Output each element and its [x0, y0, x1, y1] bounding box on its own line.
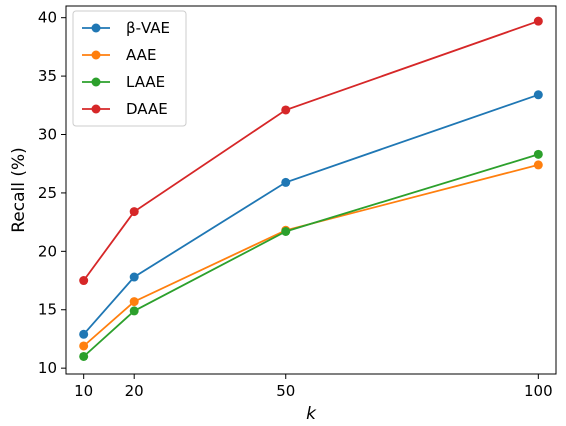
y-tick-label: 30	[38, 126, 57, 144]
series-line	[83, 93, 539, 335]
data-point	[129, 272, 139, 282]
x-tick-label: 10	[74, 382, 93, 400]
data-point	[79, 329, 89, 339]
data-point	[129, 297, 139, 307]
y-axis-label: Recall (%)	[9, 147, 29, 233]
series-layer	[79, 16, 543, 361]
series-line	[83, 153, 539, 358]
legend-label: AAE	[126, 46, 156, 64]
legend-label: β-VAE	[126, 19, 170, 37]
legend-marker	[91, 23, 101, 33]
legend-marker	[91, 77, 101, 87]
x-tick-label: 20	[125, 382, 144, 400]
data-point	[281, 226, 291, 236]
legend-box	[72, 10, 187, 127]
data-point	[79, 341, 89, 351]
legend-label: LAAE	[126, 73, 165, 91]
data-point	[79, 276, 89, 286]
y-tick-label: 15	[38, 301, 57, 319]
data-point	[533, 16, 543, 26]
x-axis-label: k	[306, 404, 317, 424]
y-tick-label: 35	[38, 67, 57, 85]
data-point	[533, 90, 543, 100]
x-tick-label: 100	[524, 382, 553, 400]
y-tick-label: 25	[38, 184, 57, 202]
y-tick-label: 10	[38, 359, 57, 377]
data-point	[129, 207, 139, 217]
data-point	[129, 306, 139, 316]
legend: β-VAE AAE LAAE DAAE	[72, 10, 187, 127]
legend-marker	[91, 50, 101, 60]
data-point	[79, 351, 89, 361]
y-tick-label: 40	[38, 9, 57, 27]
series-line	[83, 164, 539, 347]
x-axis-ticks: 10 20 50 100	[74, 374, 553, 400]
plot-frame	[65, 5, 557, 375]
x-tick-label: 50	[276, 382, 295, 400]
data-point	[281, 177, 291, 187]
y-axis-ticks: 10 15 20 25 30 35 40	[38, 9, 66, 377]
data-point	[533, 160, 543, 170]
data-point	[533, 149, 543, 159]
series-line	[82, 20, 539, 282]
data-point	[281, 105, 291, 115]
legend-marker	[91, 104, 101, 114]
legend-label: DAAE	[126, 100, 168, 118]
y-tick-label: 20	[38, 242, 57, 260]
